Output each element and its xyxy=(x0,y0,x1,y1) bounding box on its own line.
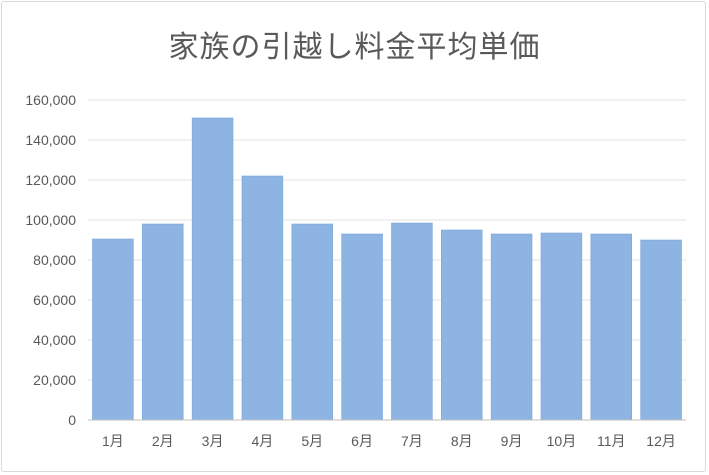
chart-title: 家族の引越し料金平均単価 xyxy=(168,30,541,65)
bar-2 xyxy=(142,223,184,421)
x-tick-label: 11月 xyxy=(597,433,626,449)
y-tick-label: 0 xyxy=(68,412,76,428)
x-tick-label: 4月 xyxy=(252,433,274,449)
bar-8 xyxy=(441,229,483,421)
x-tick-label: 1月 xyxy=(102,433,124,449)
bar-3 xyxy=(191,117,234,421)
bars xyxy=(92,117,682,421)
y-tick-label: 60,000 xyxy=(33,292,76,308)
x-tick-label: 3月 xyxy=(202,433,224,449)
bar-1 xyxy=(92,238,134,421)
gridlines xyxy=(88,99,686,381)
bar-11 xyxy=(590,233,632,421)
y-tick-label: 120,000 xyxy=(25,172,76,188)
bar-10 xyxy=(540,232,583,421)
y-tick-label: 20,000 xyxy=(33,372,76,388)
x-tick-label: 5月 xyxy=(301,433,323,449)
x-tick-label: 6月 xyxy=(351,433,373,449)
x-axis-tick-labels: 1月 2月 3月 4月 5月 6月 7月 8月 9月 10月 11月 12月 xyxy=(102,433,676,449)
x-tick-label: 10月 xyxy=(547,433,577,449)
x-tick-label: 9月 xyxy=(501,433,523,449)
y-axis-tick-labels: 0 20,000 40,000 60,000 80,000 100,000 120,000 1… xyxy=(25,92,76,428)
x-tick-label: 8月 xyxy=(451,433,473,449)
y-tick-label: 40,000 xyxy=(33,332,76,348)
x-tick-label: 12月 xyxy=(646,433,676,449)
y-tick-label: 80,000 xyxy=(33,252,76,268)
bar-9 xyxy=(490,233,533,421)
y-tick-label: 100,000 xyxy=(25,212,76,228)
bar-4 xyxy=(241,175,284,421)
bar-6 xyxy=(341,233,383,421)
bar-5 xyxy=(291,223,333,421)
bar-12 xyxy=(640,239,682,421)
y-tick-label: 140,000 xyxy=(25,132,76,148)
x-tick-label: 7月 xyxy=(401,433,423,449)
y-tick-label: 160,000 xyxy=(25,92,76,108)
bar-7 xyxy=(391,222,433,421)
x-tick-label: 2月 xyxy=(152,433,174,449)
